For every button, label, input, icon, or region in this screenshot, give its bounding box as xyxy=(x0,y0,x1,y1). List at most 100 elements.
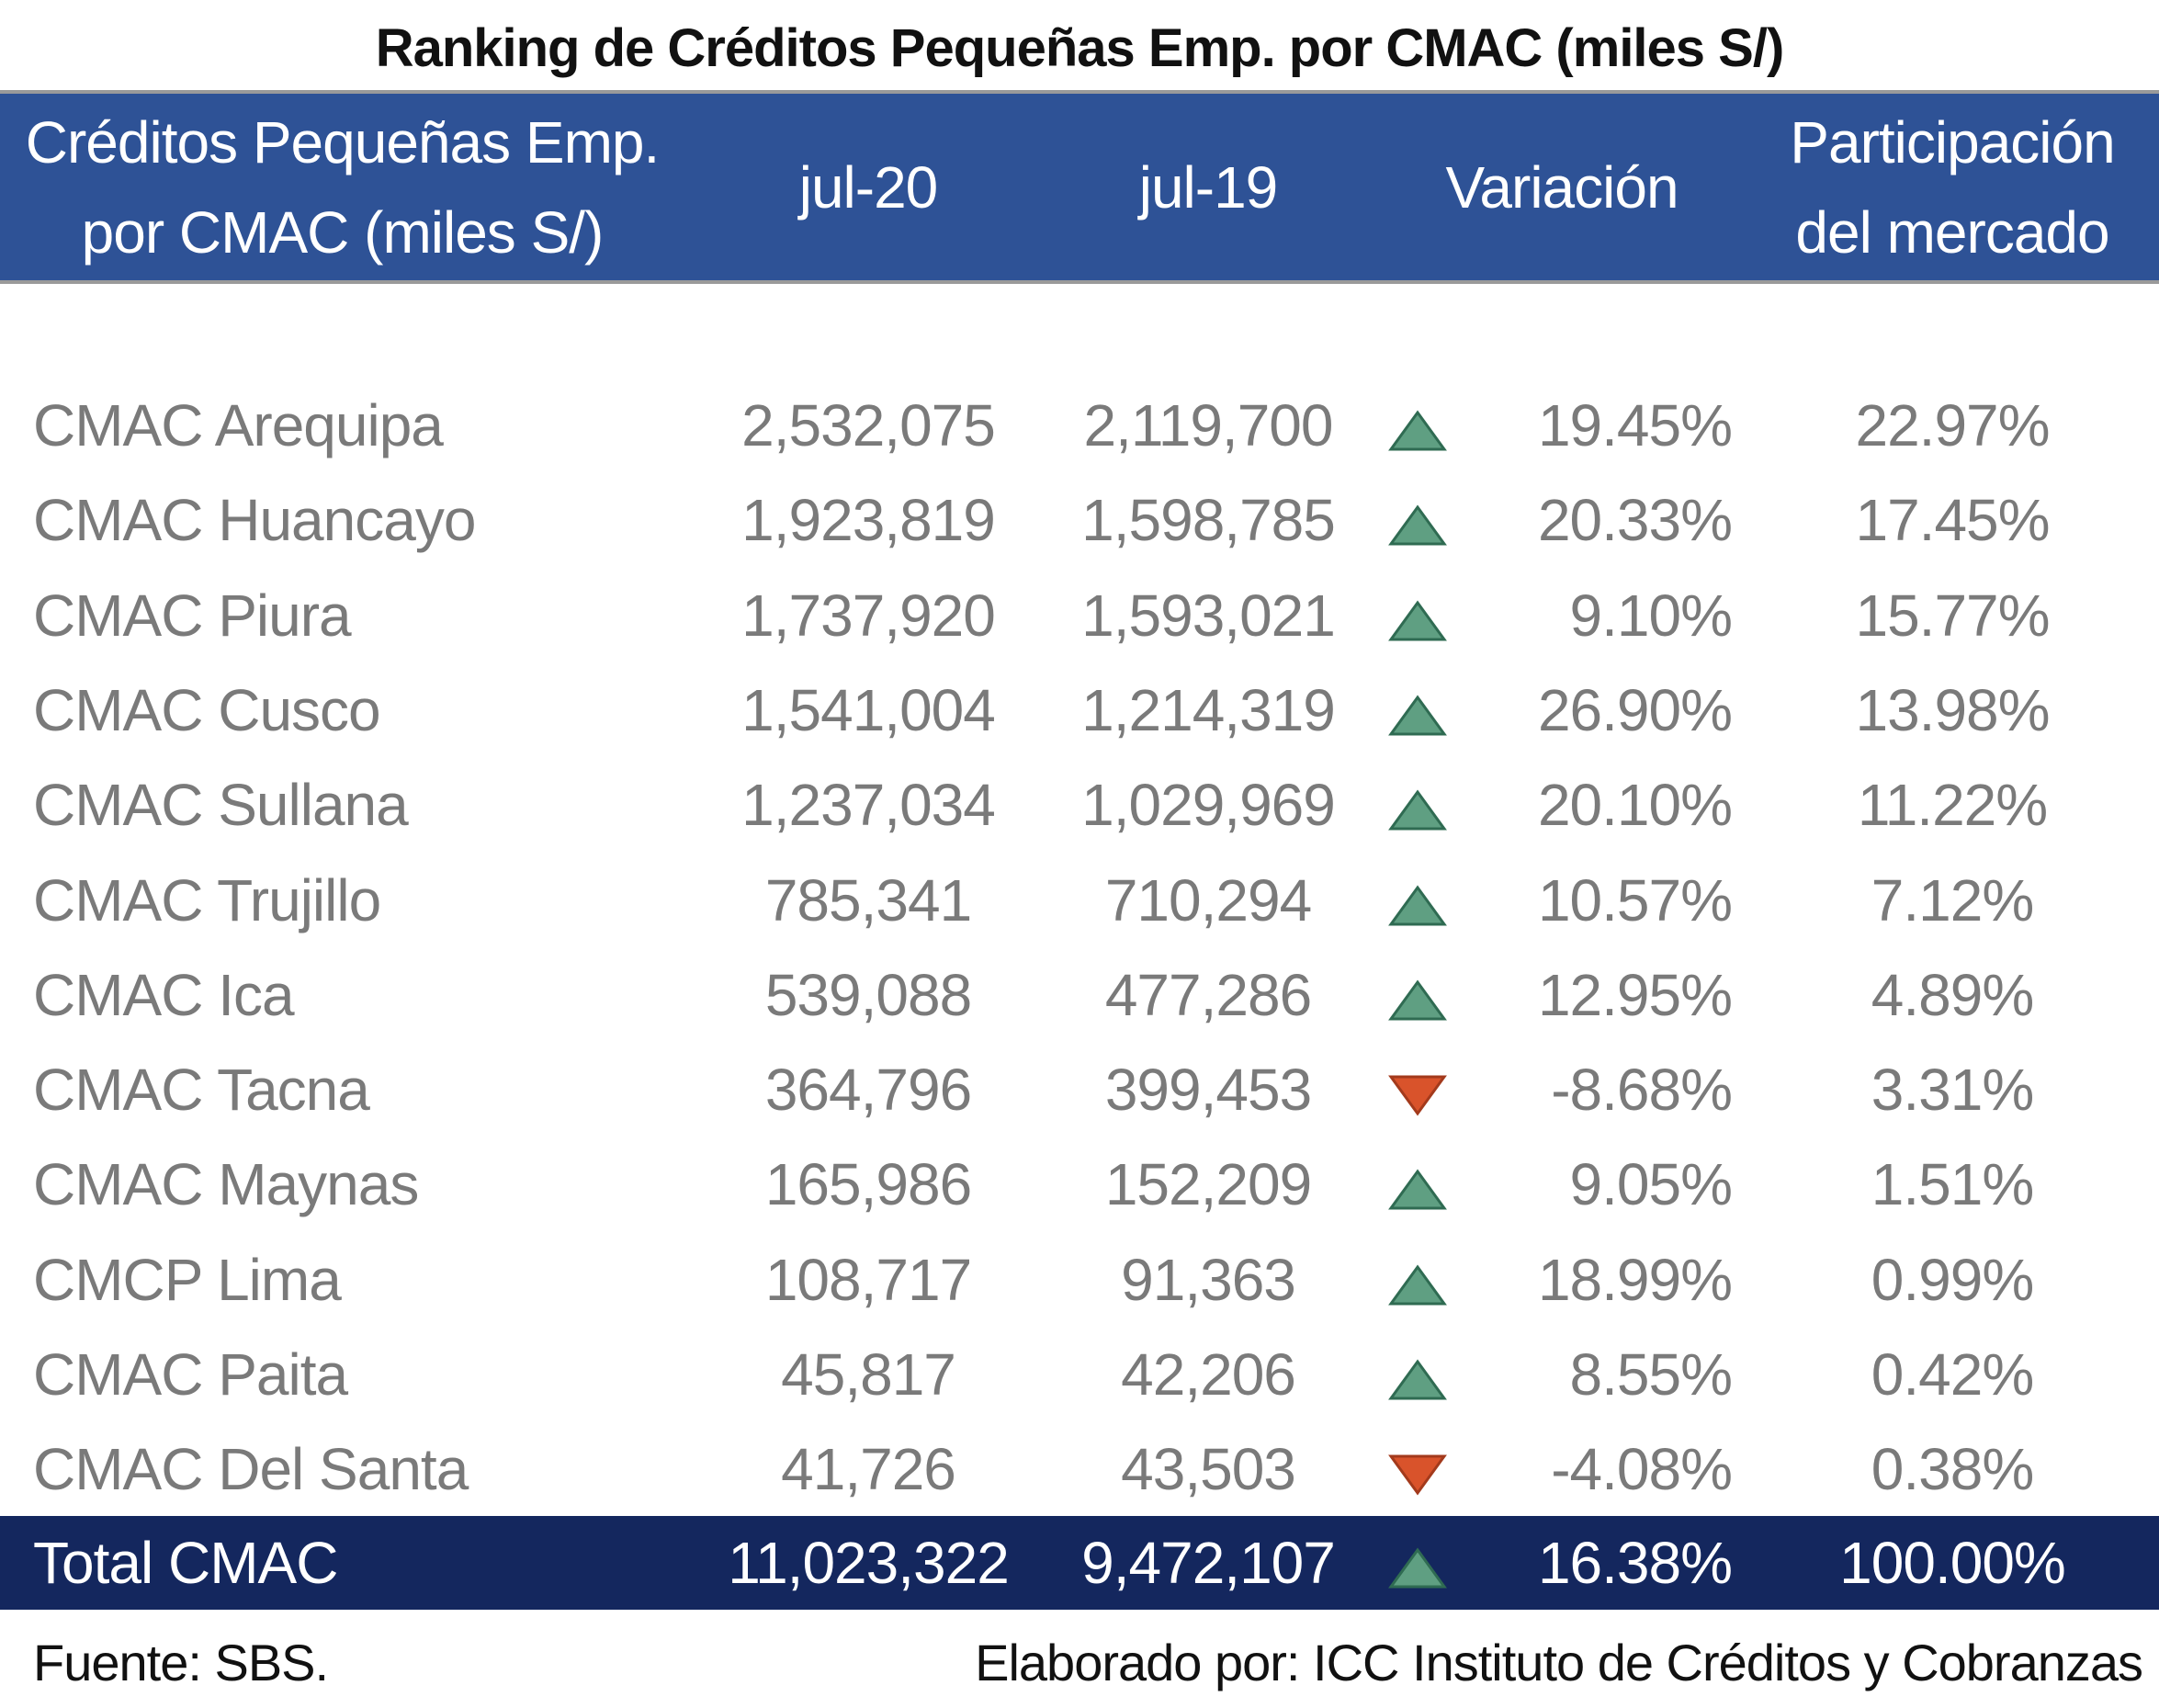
row-variacion: -8.68% xyxy=(1551,1057,1733,1123)
row-name: CMAC Sullana xyxy=(33,772,409,838)
row-variacion: 9.10% xyxy=(1569,583,1733,649)
table-row: CMAC Trujillo 785,341 710,294 10.57% 7.12% xyxy=(0,854,2159,948)
total-name: Total CMAC xyxy=(33,1530,338,1596)
title-divider xyxy=(0,90,2159,95)
header-jul19-label: jul-19 xyxy=(1138,153,1279,221)
row-trend xyxy=(1378,569,1447,663)
triangle-up-icon xyxy=(1388,600,1447,641)
triangle-up-icon xyxy=(1388,410,1447,451)
row-variacion: 10.57% xyxy=(1537,867,1733,933)
header-variacion: Variación xyxy=(1378,94,1746,280)
row-participacion: 22.97% xyxy=(1855,392,2050,458)
row-participacion: 17.45% xyxy=(1855,487,2050,553)
row-name: CMAC Piura xyxy=(33,583,352,649)
row-trend xyxy=(1378,854,1447,948)
row-name: CMAC Del Santa xyxy=(33,1436,469,1502)
row-jul20: 785,341 xyxy=(764,867,972,933)
row-jul19: 399,453 xyxy=(1104,1057,1312,1123)
row-name: CMAC Arequipa xyxy=(33,392,444,458)
row-trend xyxy=(1378,1328,1447,1422)
row-jul20: 108,717 xyxy=(764,1247,972,1313)
row-name: CMAC Maynas xyxy=(33,1151,419,1217)
row-trend xyxy=(1378,1043,1447,1137)
row-jul20: 1,737,920 xyxy=(741,583,996,649)
row-trend xyxy=(1378,473,1447,568)
total-participacion: 100.00% xyxy=(1839,1530,2066,1596)
triangle-up-icon xyxy=(1388,695,1447,736)
header-jul20: jul-20 xyxy=(698,94,1038,280)
row-jul20: 1,541,004 xyxy=(741,677,996,743)
footer-source: Fuente: SBS. xyxy=(33,1634,329,1691)
row-trend xyxy=(1378,1422,1447,1517)
row-jul20: 539,088 xyxy=(764,962,972,1028)
row-name: CMAC Trujillo xyxy=(33,867,381,933)
row-participacion: 15.77% xyxy=(1855,583,2050,649)
row-participacion: 11.22% xyxy=(1857,772,2048,838)
header-jul20-label: jul-20 xyxy=(798,153,939,221)
triangle-up-icon xyxy=(1388,1264,1447,1306)
header-divider xyxy=(0,280,2159,284)
table-row: CMAC Sullana 1,237,034 1,029,969 20.10% 11.2… xyxy=(0,758,2159,853)
row-participacion: 3.31% xyxy=(1871,1057,2034,1123)
row-participacion: 1.51% xyxy=(1871,1151,2034,1217)
table-row: CMAC Piura 1,737,920 1,593,021 9.10% 15.77% xyxy=(0,569,2159,663)
row-participacion: 0.99% xyxy=(1871,1247,2034,1313)
row-variacion: -4.08% xyxy=(1551,1436,1733,1502)
total-jul19: 9,472,107 xyxy=(1081,1530,1336,1596)
triangle-up-icon xyxy=(1388,1359,1447,1400)
triangle-down-icon xyxy=(1388,1075,1447,1116)
row-name: CMAC Tacna xyxy=(33,1057,370,1123)
row-jul19: 2,119,700 xyxy=(1083,392,1334,458)
row-variacion: 9.05% xyxy=(1569,1151,1733,1217)
row-variacion: 18.99% xyxy=(1537,1247,1733,1313)
triangle-up-icon xyxy=(1388,979,1447,1021)
triangle-down-icon xyxy=(1388,1454,1447,1496)
header-participacion: Participación del mercado xyxy=(1746,94,2159,280)
row-participacion: 0.38% xyxy=(1871,1436,2034,1502)
row-variacion: 8.55% xyxy=(1569,1341,1733,1408)
row-jul20: 165,986 xyxy=(764,1151,972,1217)
row-jul19: 1,598,785 xyxy=(1081,487,1336,553)
row-variacion: 26.90% xyxy=(1537,677,1733,743)
table-row: CMAC Cusco 1,541,004 1,214,319 26.90% 13.98% xyxy=(0,663,2159,758)
table-row: CMAC Huancayo 1,923,819 1,598,785 20.33% 17.… xyxy=(0,473,2159,568)
row-name: CMAC Cusco xyxy=(33,677,381,743)
row-jul19: 477,286 xyxy=(1104,962,1312,1028)
total-trend xyxy=(1378,1516,1447,1610)
header-name: Créditos Pequeñas Emp. por CMAC (miles S… xyxy=(0,94,684,280)
row-trend xyxy=(1378,1137,1447,1232)
table-row: CMAC Arequipa 2,532,075 2,119,700 19.45% 22.… xyxy=(0,379,2159,473)
table-header: Créditos Pequeñas Emp. por CMAC (miles S… xyxy=(0,94,2159,280)
row-variacion: 20.33% xyxy=(1537,487,1733,553)
row-jul19: 42,206 xyxy=(1121,1341,1296,1408)
row-jul19: 710,294 xyxy=(1104,867,1312,933)
row-trend xyxy=(1378,758,1447,853)
row-name: CMAC Ica xyxy=(33,962,295,1028)
footer-credit: Elaborado por: ICC Instituto de Créditos… xyxy=(975,1634,2143,1691)
row-name: CMCP Lima xyxy=(33,1247,342,1313)
row-jul19: 1,214,319 xyxy=(1081,677,1336,743)
page-title: Ranking de Créditos Pequeñas Emp. por CM… xyxy=(375,18,1785,78)
header-participacion-label: Participación del mercado xyxy=(1790,108,2115,266)
total-variacion: 16.38% xyxy=(1537,1530,1733,1596)
triangle-up-icon xyxy=(1388,789,1447,831)
row-trend xyxy=(1378,1233,1447,1328)
triangle-up-icon xyxy=(1388,504,1447,546)
total-row: Total CMAC 11,023,322 9,472,107 16.38% 1… xyxy=(0,1516,2159,1610)
row-trend xyxy=(1378,379,1447,473)
row-jul19: 43,503 xyxy=(1121,1436,1296,1502)
table-row: CMAC Del Santa 41,726 43,503 -4.08% 0.38% xyxy=(0,1422,2159,1517)
row-jul20: 364,796 xyxy=(764,1057,972,1123)
table-row: CMAC Tacna 364,796 399,453 -8.68% 3.31% xyxy=(0,1043,2159,1137)
row-jul20: 2,532,075 xyxy=(741,392,996,458)
row-jul19: 1,029,969 xyxy=(1081,772,1336,838)
row-trend xyxy=(1378,948,1447,1043)
row-jul20: 1,237,034 xyxy=(741,772,996,838)
table-row: CMAC Paita 45,817 42,206 8.55% 0.42% xyxy=(0,1328,2159,1422)
total-jul20: 11,023,322 xyxy=(728,1530,1010,1596)
row-name: CMAC Paita xyxy=(33,1341,348,1408)
table-row: CMCP Lima 108,717 91,363 18.99% 0.99% xyxy=(0,1233,2159,1328)
table-row: CMAC Ica 539,088 477,286 12.95% 4.89% xyxy=(0,948,2159,1043)
row-variacion: 19.45% xyxy=(1537,392,1733,458)
row-jul20: 41,726 xyxy=(781,1436,956,1502)
